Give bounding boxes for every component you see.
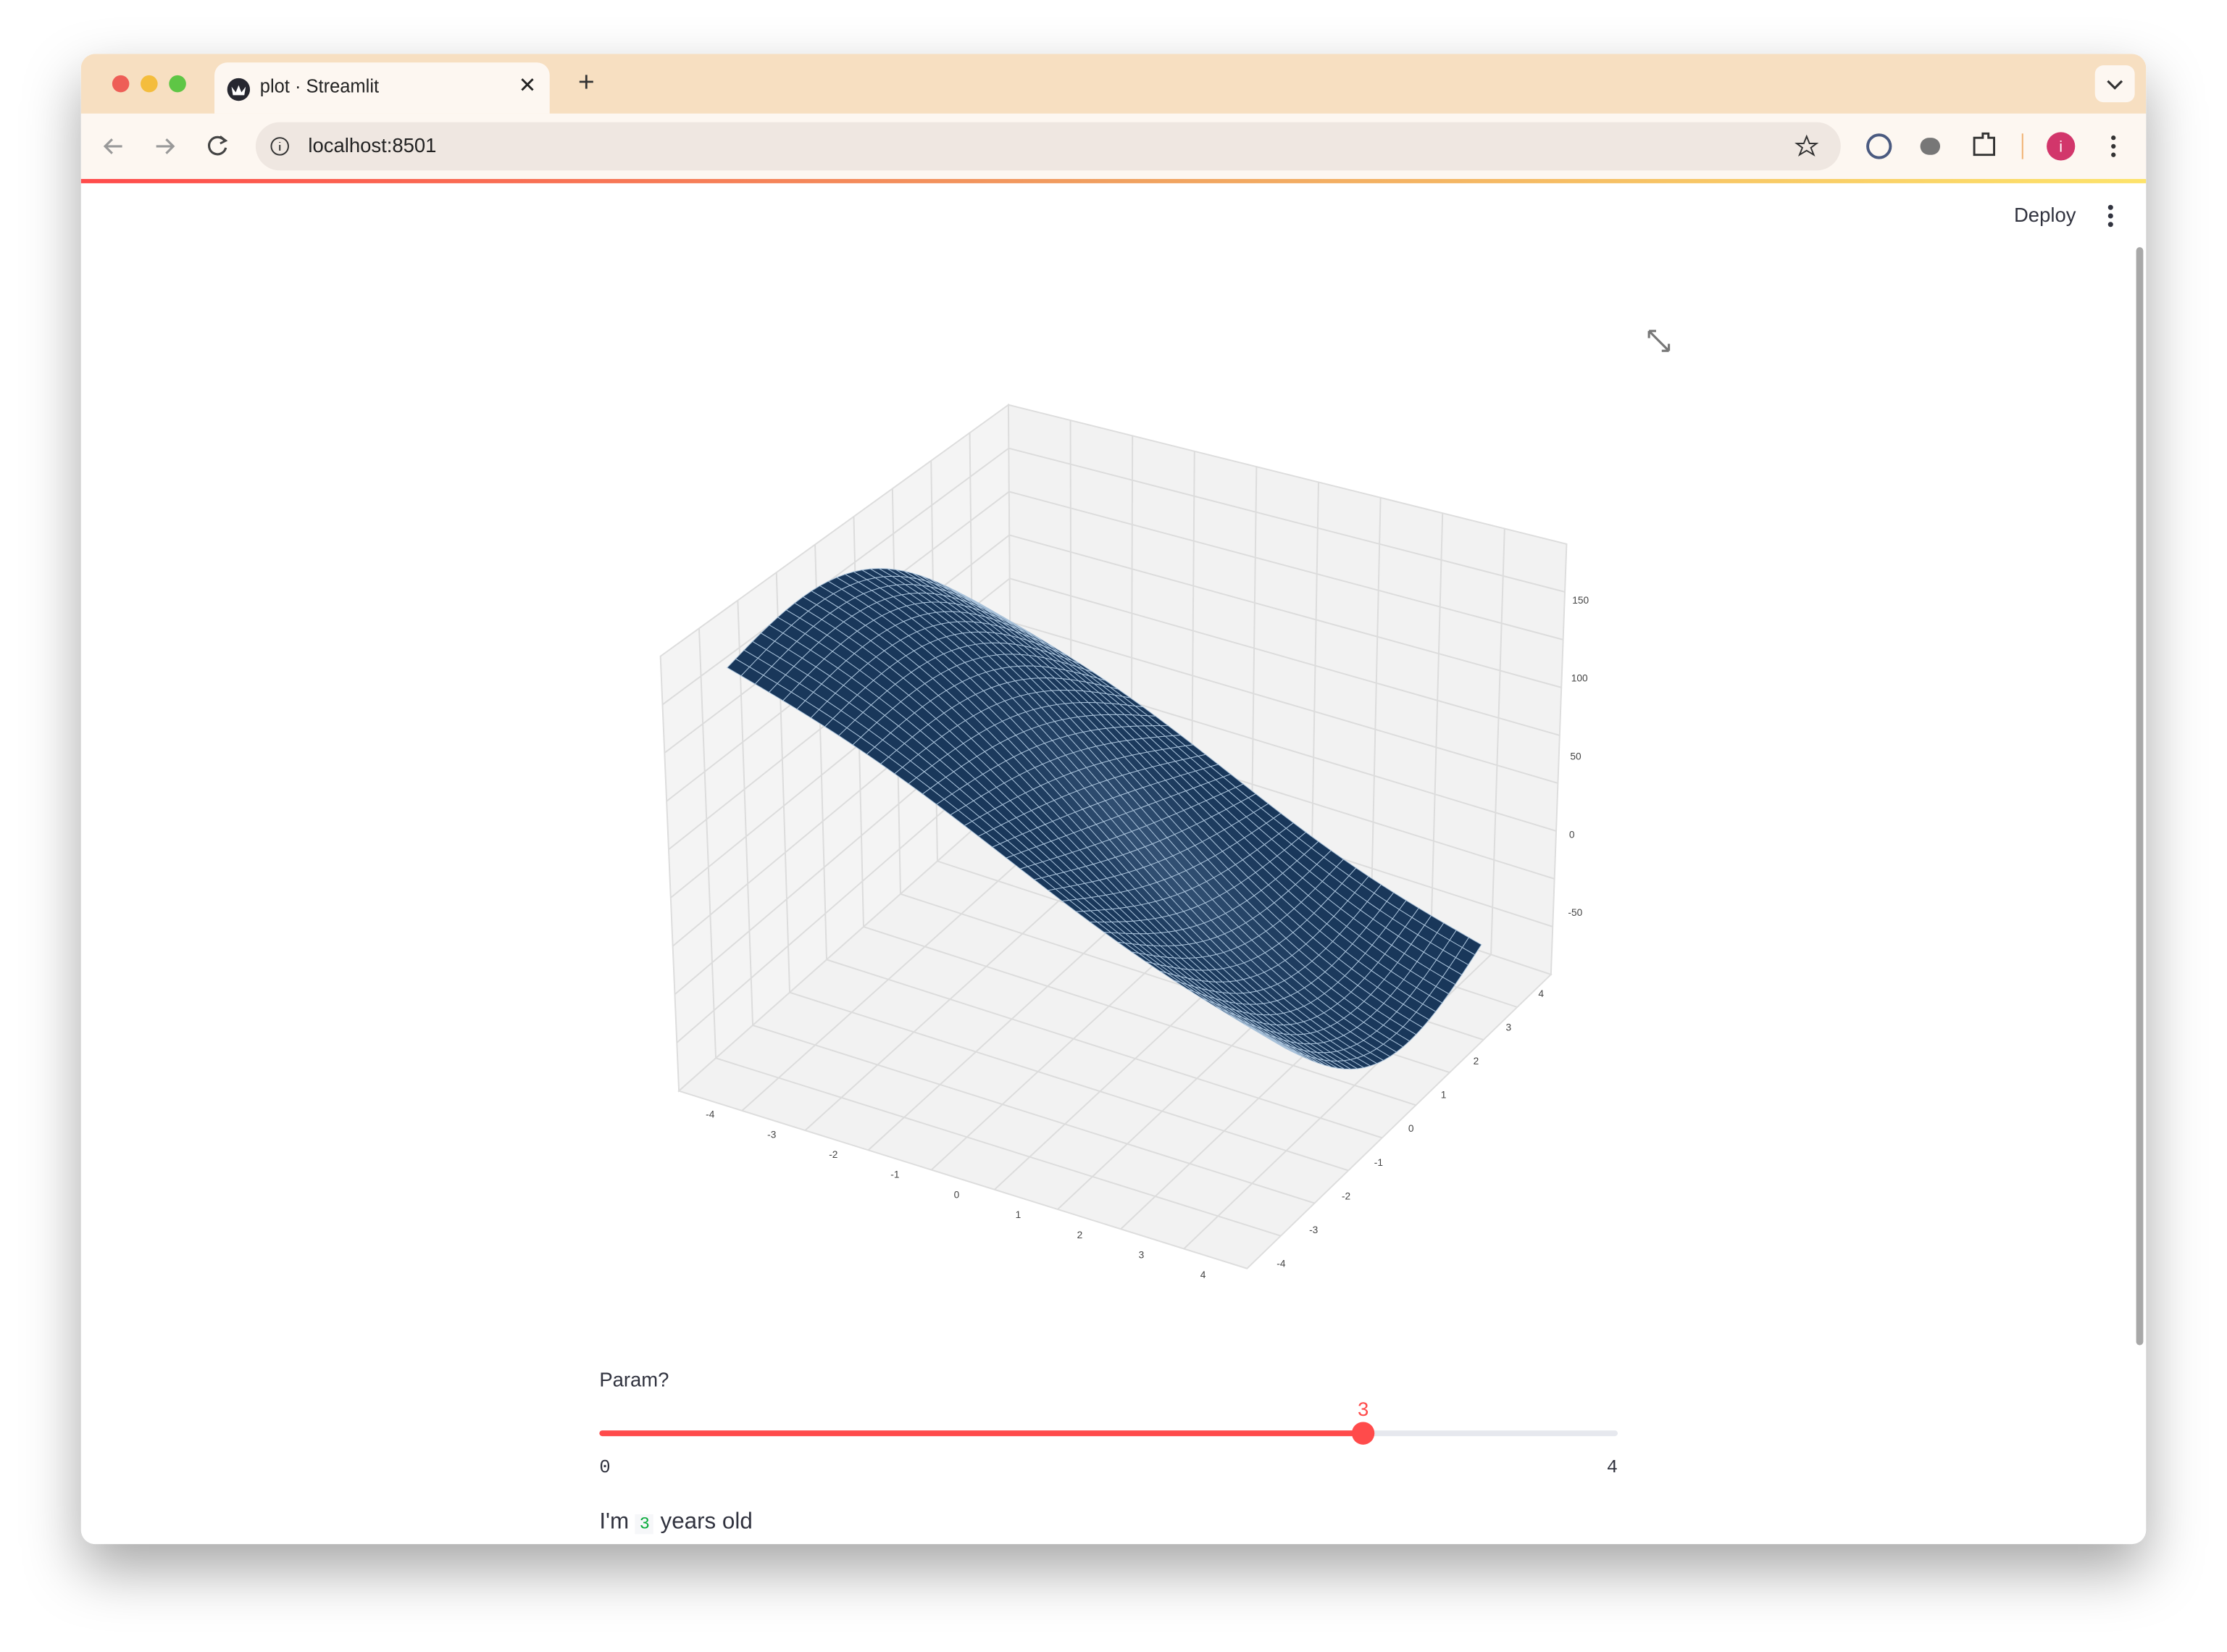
- tab-title: plot · Streamlit: [259, 75, 380, 97]
- y-ticks-label: -1: [1374, 1157, 1383, 1168]
- toolbar: localhost:8501 i: [80, 113, 2147, 180]
- streamlit-app: Deploy: [81, 183, 2147, 1544]
- grid-line: [1008, 491, 1563, 641]
- y-ticks-label: -2: [1342, 1190, 1350, 1201]
- y-ticks-label: 2: [1474, 1056, 1479, 1067]
- y-ticks-label: 3: [1505, 1022, 1511, 1033]
- output-text: I'm 3 years old: [599, 1510, 753, 1535]
- z-ticks-label: -50: [1568, 907, 1582, 918]
- nav-buttons: [103, 135, 228, 156]
- fullscreen-icon[interactable]: [1647, 330, 1671, 352]
- grid-line: [1490, 528, 1505, 955]
- bookmark-star[interactable]: [1794, 133, 1819, 159]
- grid-line: [661, 447, 1009, 706]
- window-controls: +: [112, 65, 2135, 103]
- slider[interactable]: 3 0 4: [582, 1392, 1641, 1484]
- y-ticks-label: 4: [1538, 988, 1544, 999]
- output-suffix: years old: [660, 1510, 753, 1535]
- url: localhost:8501: [308, 133, 437, 157]
- profile-initial: i: [2059, 138, 2063, 156]
- x-ticks-label: 0: [954, 1189, 960, 1200]
- grid-line: [826, 959, 1383, 1139]
- y-ticks-label: 1: [1441, 1090, 1447, 1101]
- grid-line: [863, 926, 1416, 1106]
- x-ticks-label: -1: [890, 1169, 899, 1180]
- favicon: [227, 78, 251, 101]
- y-ticks-label: -3: [1309, 1225, 1319, 1235]
- z-ticks-label: 150: [1572, 595, 1589, 606]
- grid-line: [1009, 534, 1562, 688]
- grid-line: [789, 991, 1349, 1172]
- grid-line: [1009, 577, 1560, 736]
- tab-close[interactable]: ✕: [518, 73, 537, 99]
- y-ticks-label: -4: [1277, 1258, 1286, 1269]
- tab-bar: + plot · Streamlit ✕: [80, 54, 2147, 114]
- grid-line: [1430, 513, 1444, 935]
- axis-ticks: -4 -3 -2 -1 0 1 2 3 4 -4 -3 -2 -1 0 1 2 3 4 -50 0 50 100 150: [706, 595, 1589, 1280]
- address-bar[interactable]: localhost:8501: [255, 122, 1841, 171]
- main-menu[interactable]: [2104, 203, 2118, 228]
- slider-thumb[interactable]: [1351, 1422, 1375, 1445]
- slider-value: 3: [1357, 1400, 1369, 1422]
- grid-line: [715, 1057, 1282, 1237]
- x-ticks-label: -2: [829, 1149, 837, 1160]
- output-prefix: I'm: [599, 1510, 630, 1535]
- output-value: 3: [635, 1514, 654, 1535]
- grid-line: [1008, 447, 1566, 593]
- grid-line: [1009, 621, 1558, 784]
- browser-window: + plot · Streamlit ✕ localhost:8501 i De…: [80, 54, 2147, 1545]
- x-ticks-label: 2: [1077, 1230, 1083, 1240]
- slider-label: Param?: [599, 1367, 669, 1391]
- surface-cell: [1271, 1040, 1292, 1052]
- x-ticks-label: 4: [1200, 1269, 1206, 1280]
- y-ticks-label: 0: [1408, 1123, 1414, 1134]
- extension-icons: i: [1866, 132, 2116, 161]
- grid-line: [752, 1025, 1315, 1204]
- scrollbar[interactable]: [2136, 247, 2144, 1346]
- site-info-icon: [270, 137, 289, 156]
- slider-max: 4: [1607, 1457, 1618, 1478]
- grid-line: [1310, 482, 1319, 896]
- grid-line: [698, 628, 717, 1059]
- slider-min: 0: [599, 1457, 610, 1478]
- svg-text:+: +: [578, 67, 595, 98]
- grid-line: [1370, 497, 1382, 915]
- loading-bar: [80, 179, 2147, 183]
- z-ticks-label: 50: [1570, 751, 1582, 762]
- z-ticks-label: 0: [1569, 829, 1575, 840]
- surface: [726, 568, 1482, 1070]
- x-ticks-label: -4: [706, 1109, 715, 1120]
- x-ticks-label: 1: [1016, 1209, 1021, 1220]
- deploy-button[interactable]: Deploy: [2013, 203, 2076, 226]
- x-ticks-label: 3: [1139, 1249, 1145, 1260]
- z-ticks-label: 100: [1571, 673, 1588, 684]
- tab[interactable]: plot · Streamlit ✕: [214, 62, 550, 114]
- slider-fill: [599, 1430, 1363, 1437]
- x-ticks-label: -3: [767, 1129, 777, 1140]
